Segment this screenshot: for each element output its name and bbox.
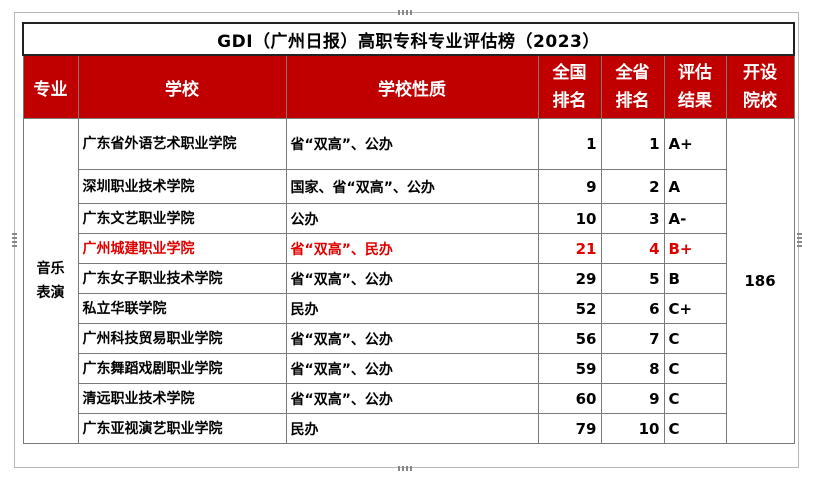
header-major: 专业	[22, 54, 79, 119]
national-rank-cell: 79	[537, 413, 602, 444]
national-rank-cell: 10	[537, 203, 602, 234]
national-rank-cell: 59	[537, 353, 602, 384]
province-rank-cell: 4	[600, 233, 665, 264]
institutions-count-cell: 186	[725, 118, 795, 444]
table-row: 广东亚视演艺职业学院 民办 79 10 C	[23, 413, 794, 444]
national-rank-cell: 52	[537, 293, 602, 324]
school-cell: 广州城建职业学院	[77, 233, 287, 264]
school-cell: 深圳职业技术学院	[77, 169, 287, 204]
province-rank-cell: 3	[600, 203, 665, 234]
national-rank-cell: 60	[537, 383, 602, 414]
nature-cell: 省“双高”、公办	[285, 353, 539, 384]
province-rank-cell: 10	[600, 413, 665, 444]
school-cell: 广东舞蹈戏剧职业学院	[77, 353, 287, 384]
province-rank-cell: 8	[600, 353, 665, 384]
nature-cell: 公办	[285, 203, 539, 234]
result-cell: C	[663, 353, 727, 384]
nature-cell: 民办	[285, 293, 539, 324]
school-cell: 广东文艺职业学院	[77, 203, 287, 234]
nature-cell: 省“双高”、民办	[285, 233, 539, 264]
nature-cell: 省“双高”、公办	[285, 323, 539, 354]
table-row: 广东女子职业技术学院 省“双高”、公办 29 5 B	[23, 263, 794, 294]
school-cell: 广州科技贸易职业学院	[77, 323, 287, 354]
nature-cell: 省“双高”、公办	[285, 118, 539, 170]
nature-cell: 省“双高”、公办	[285, 383, 539, 414]
header-school: 学校	[77, 54, 287, 119]
table-row: 私立华联学院 民办 52 6 C+	[23, 293, 794, 324]
result-cell: C	[663, 383, 727, 414]
header-province-rank: 全省 排名	[600, 54, 665, 119]
nature-cell: 省“双高”、公办	[285, 263, 539, 294]
table-row: 音乐 表演 广东省外语艺术职业学院 省“双高”、公办 1 1 A+ 186	[22, 118, 795, 444]
national-rank-cell: 21	[537, 233, 602, 264]
result-cell: B	[663, 263, 727, 294]
table-row: 广州科技贸易职业学院 省“双高”、公办 56 7 C	[23, 323, 794, 354]
table-row: 清远职业技术学院 省“双高”、公办 60 9 C	[23, 383, 794, 414]
resize-handle-bottom[interactable]	[398, 466, 412, 471]
national-rank-cell: 29	[537, 263, 602, 294]
national-rank-cell: 56	[537, 323, 602, 354]
province-rank-cell: 1	[600, 118, 665, 170]
province-rank-cell: 7	[600, 323, 665, 354]
header-result: 评估 结果	[663, 54, 727, 119]
result-cell: A+	[663, 118, 727, 170]
header-national-rank: 全国 排名	[537, 54, 602, 119]
table-row-highlighted: 广州城建职业学院 省“双高”、民办 21 4 B+	[23, 233, 794, 264]
result-cell: A	[663, 169, 727, 204]
resize-handle-left[interactable]	[12, 233, 17, 247]
result-cell: C	[663, 323, 727, 354]
table-row: 广东文艺职业学院 公办 10 3 A-	[23, 203, 794, 234]
national-rank-cell: 9	[537, 169, 602, 204]
province-rank-cell: 2	[600, 169, 665, 204]
province-rank-cell: 5	[600, 263, 665, 294]
province-rank-cell: 6	[600, 293, 665, 324]
result-cell: B+	[663, 233, 727, 264]
table-row: 广东舞蹈戏剧职业学院 省“双高”、公办 59 8 C	[23, 353, 794, 384]
table-title: GDI（广州日报）高职专科专业评估榜（2023）	[21, 22, 796, 56]
national-rank-cell: 1	[537, 118, 602, 170]
school-cell: 广东女子职业技术学院	[77, 263, 287, 294]
resize-handle-top[interactable]	[398, 10, 412, 15]
nature-cell: 民办	[285, 413, 539, 444]
major-cell: 音乐 表演	[22, 118, 79, 444]
result-cell: C+	[663, 293, 727, 324]
table-row: 深圳职业技术学院 国家、省“双高”、公办 9 2 A	[23, 169, 794, 204]
nature-cell: 国家、省“双高”、公办	[285, 169, 539, 204]
resize-handle-right[interactable]	[797, 233, 802, 247]
school-cell: 清远职业技术学院	[77, 383, 287, 414]
header-row: 专业 学校 学校性质 全国 排名 全省 排名 评估 结果 开设 院校	[22, 54, 795, 119]
school-cell: 广东亚视演艺职业学院	[77, 413, 287, 444]
school-cell: 广东省外语艺术职业学院	[77, 118, 287, 170]
result-cell: A-	[663, 203, 727, 234]
header-count: 开设 院校	[725, 54, 795, 119]
header-nature: 学校性质	[285, 54, 539, 119]
province-rank-cell: 9	[600, 383, 665, 414]
ranking-table: GDI（广州日报）高职专科专业评估榜（2023） 专业 学校 学校性质 全国 排名…	[21, 22, 796, 444]
school-cell: 私立华联学院	[77, 293, 287, 324]
result-cell: C	[663, 413, 727, 444]
